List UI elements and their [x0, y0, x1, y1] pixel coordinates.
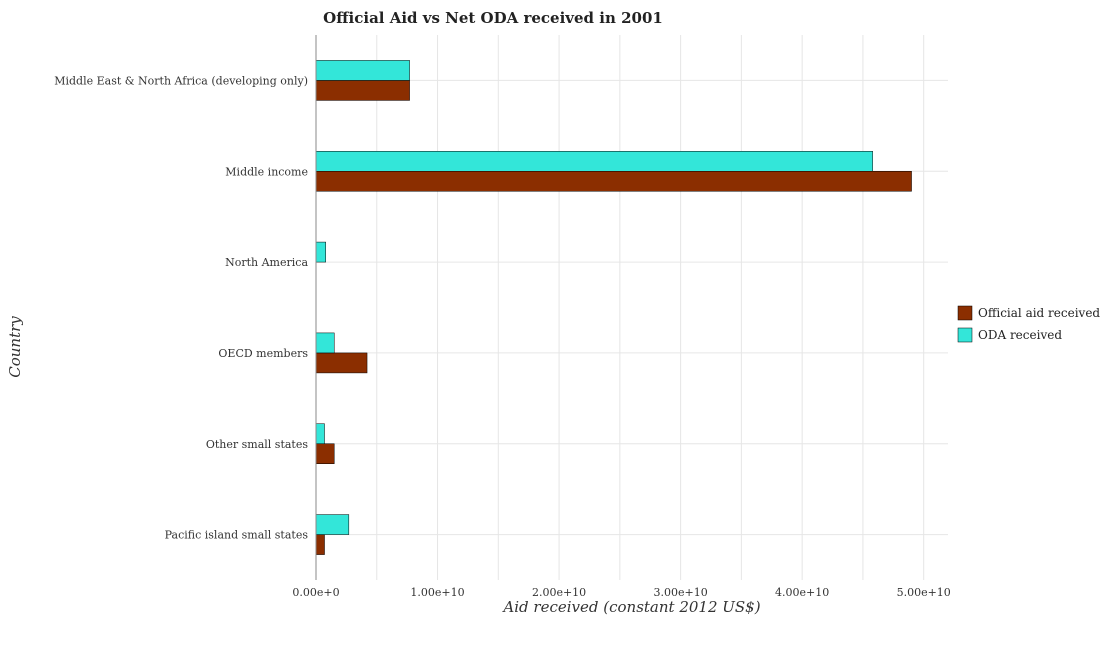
x-tick-label: 4.00e+10 [775, 586, 829, 599]
bar-oda-5 [315, 514, 350, 535]
x-tick-label: 0.00e+0 [292, 586, 339, 599]
bar-official-aid-5 [315, 534, 325, 555]
x-tick-label: 3.00e+10 [654, 586, 708, 599]
y-axis-label: Country [6, 316, 24, 378]
grid-lines [315, 35, 948, 580]
legend: Official aid received ODA received [957, 305, 1100, 343]
x-axis-label: Aid received (constant 2012 US$) [501, 598, 760, 616]
bar-official-aid-0 [315, 80, 410, 101]
y-tick-label: Pacific island small states [165, 529, 309, 542]
y-tick-label: Middle East & North Africa (developing o… [54, 74, 308, 87]
chart-title: Official Aid vs Net ODA received in 2001 [323, 9, 663, 27]
y-tick-label: OECD members [218, 347, 308, 360]
y-tick-label: Other small states [206, 438, 309, 451]
bar-oda-4 [315, 423, 325, 444]
x-tick-label: 1.00e+10 [410, 586, 464, 599]
axes: 0.00e+0 1.00e+10 2.00e+10 3.00e+10 4.00e+10 5… [54, 35, 951, 599]
legend-swatch-oda [957, 327, 973, 343]
legend-label-official-aid: Official aid received [978, 306, 1100, 320]
y-tick-label: North America [225, 256, 308, 269]
x-tick-label: 5.00e+10 [897, 586, 951, 599]
legend-swatch-official-aid [957, 305, 973, 321]
bar-oda-3 [315, 332, 335, 354]
y-tick-label: Middle income [225, 165, 308, 178]
bar-official-aid-3 [315, 352, 368, 374]
bar-oda-0 [315, 60, 410, 81]
bar-official-aid-4 [315, 443, 335, 464]
legend-label-oda: ODA received [978, 328, 1062, 342]
bar-oda-2 [315, 241, 326, 263]
x-tick-label: 2.00e+10 [532, 586, 586, 599]
bar-oda-1 [315, 151, 873, 172]
bars [315, 60, 912, 555]
bar-official-aid-1 [315, 171, 912, 192]
